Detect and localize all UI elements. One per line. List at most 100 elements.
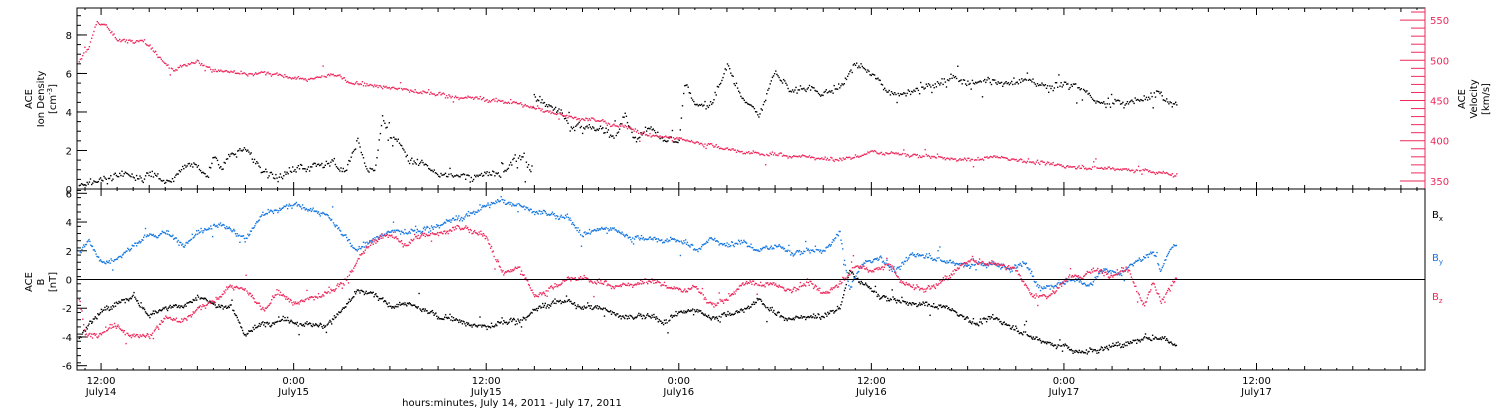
- velocity-point: [374, 84, 376, 86]
- velocity-point: [1023, 160, 1025, 162]
- velocity-point: [325, 76, 328, 78]
- bx-point: [819, 317, 821, 319]
- bx-point: [523, 317, 525, 320]
- bz-point: [151, 332, 154, 334]
- bz-point: [83, 324, 85, 326]
- by-point: [139, 242, 141, 244]
- by-point: [196, 230, 198, 232]
- velocity-point: [519, 102, 521, 105]
- density-point: [880, 83, 883, 85]
- bx-point: [1017, 330, 1020, 332]
- density-point: [772, 75, 775, 77]
- bx-point: [1113, 345, 1115, 347]
- by-point: [458, 215, 460, 217]
- by-point: [575, 227, 577, 229]
- by-point: [981, 262, 983, 265]
- bx-point: [795, 315, 797, 317]
- velocity-point: [995, 156, 997, 159]
- by-point: [910, 253, 912, 255]
- density-point: [334, 163, 337, 166]
- bz-point: [177, 321, 179, 323]
- by-point: [1114, 271, 1117, 274]
- bz-point: [430, 240, 433, 242]
- bz-point: [135, 334, 137, 337]
- bx-point: [482, 324, 484, 326]
- density-point: [620, 123, 622, 125]
- density-point: [748, 103, 750, 105]
- by-point: [465, 214, 467, 216]
- by-point: [658, 239, 660, 241]
- by-point: [440, 224, 442, 226]
- bx-point: [1068, 346, 1070, 348]
- bx-point: [247, 332, 249, 335]
- velocity-point: [488, 100, 490, 102]
- density-point: [419, 162, 421, 165]
- bx-point: [550, 303, 553, 305]
- by-point: [628, 236, 630, 238]
- bz-point: [182, 319, 185, 321]
- by-point: [909, 254, 911, 256]
- by-point: [974, 263, 976, 266]
- bx-point: [562, 301, 564, 303]
- density-point: [354, 148, 357, 150]
- density-point: [331, 159, 333, 161]
- velocity-point: [842, 157, 844, 159]
- bx-point: [107, 306, 110, 308]
- density-point: [196, 166, 198, 168]
- bx-point: [1034, 338, 1036, 340]
- by-point: [344, 234, 346, 236]
- velocity-point: [547, 110, 549, 112]
- bz-point: [126, 332, 128, 335]
- bx-point: [1062, 343, 1065, 346]
- density-point: [923, 88, 925, 90]
- velocity-point: [448, 94, 450, 96]
- by-point: [433, 226, 435, 228]
- by-point: [249, 233, 251, 236]
- velocity-point: [796, 155, 798, 158]
- density-point: [953, 76, 956, 79]
- bz-point: [421, 234, 423, 236]
- bx-point: [607, 310, 609, 312]
- bz-point: [399, 241, 402, 243]
- bx-point: [1091, 350, 1094, 353]
- velocity-point: [253, 73, 256, 75]
- density-point: [432, 171, 434, 173]
- bx-point: [148, 314, 150, 317]
- by-point: [489, 206, 491, 209]
- by-point: [930, 257, 932, 260]
- bx-point: [995, 317, 997, 319]
- velocity-point: [469, 96, 471, 98]
- by-point: [216, 224, 218, 227]
- bz-point: [90, 335, 92, 338]
- by-point: [1014, 264, 1016, 266]
- velocity-point: [123, 38, 125, 41]
- bx-point: [169, 304, 171, 307]
- bx-point: [516, 323, 518, 325]
- by-point: [924, 257, 926, 259]
- density-point: [716, 85, 719, 88]
- density-point: [433, 169, 435, 171]
- bx-point: [181, 305, 183, 307]
- velocity-point: [189, 63, 192, 65]
- bz-point: [339, 283, 341, 286]
- by-point: [1125, 268, 1127, 270]
- velocity-point: [1158, 171, 1160, 173]
- by-point: [340, 233, 343, 236]
- by-point: [1099, 270, 1102, 273]
- bx-point: [957, 315, 960, 317]
- by-point: [349, 242, 351, 245]
- bz-point: [352, 270, 354, 273]
- by-point: [922, 254, 924, 256]
- velocity-point: [635, 131, 638, 133]
- bz-point: [139, 334, 141, 336]
- density-point: [616, 132, 619, 134]
- density-point: [841, 83, 843, 85]
- bz-point: [103, 331, 105, 333]
- by-point: [839, 230, 841, 233]
- density-point: [626, 121, 629, 124]
- density-point: [443, 173, 446, 176]
- by-point: [568, 219, 570, 221]
- velocity-point: [1104, 166, 1106, 169]
- bx-point: [227, 305, 230, 307]
- bz-point: [164, 318, 166, 320]
